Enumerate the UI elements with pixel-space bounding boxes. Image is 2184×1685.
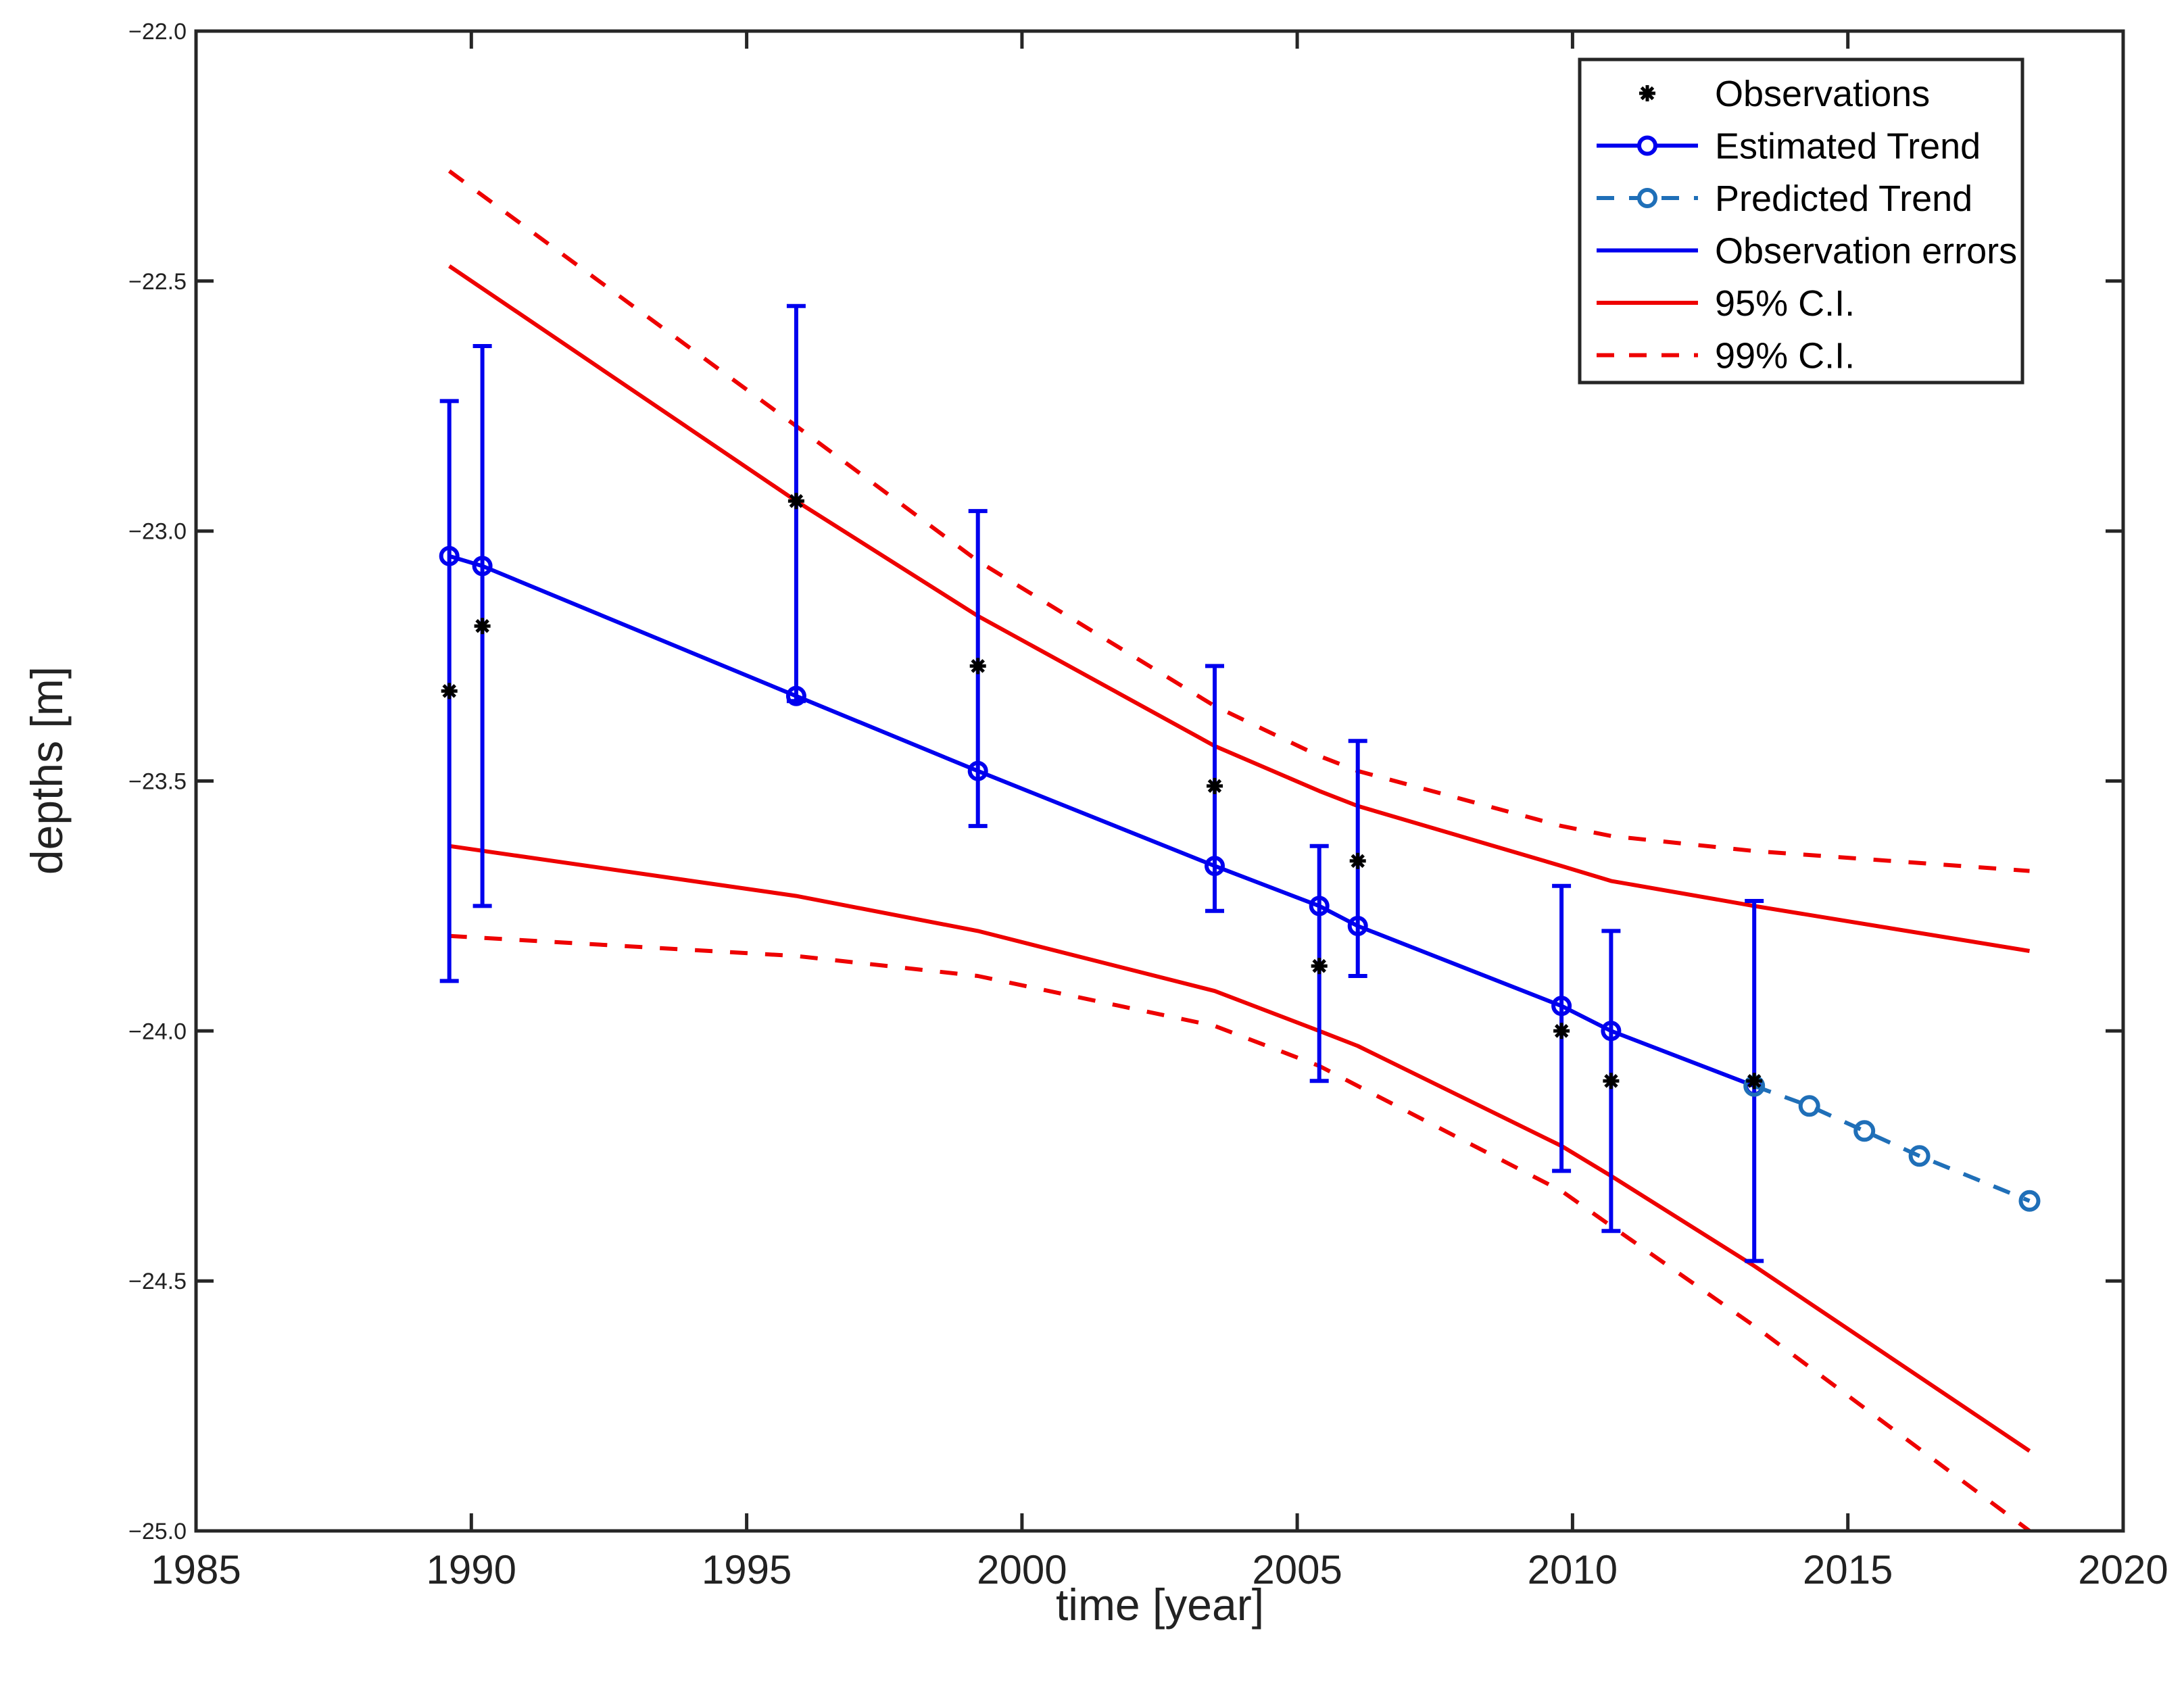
estimated-trend-marker [1309, 896, 1330, 917]
y-tick-label: −22.0 [128, 19, 187, 45]
estimated-trend-marker [1205, 856, 1225, 877]
observation-point [1553, 1023, 1570, 1040]
estimated-trend-marker [1551, 996, 1572, 1017]
confidence-intervals [447, 169, 2031, 1533]
observations [441, 493, 1763, 1090]
observation-point [1603, 1073, 1620, 1090]
legend-box [1578, 57, 2024, 385]
legend: Observations Estimated Trend Predicted Tre… [1578, 57, 2024, 385]
observation-point [787, 493, 804, 510]
asterisk-stroke [1207, 779, 1222, 793]
ci99-upper-line [447, 169, 2030, 873]
x-tick-label: 2000 [977, 1547, 1067, 1592]
legend-entry: Estimated Trend [1597, 126, 1981, 167]
y-tick-label: −24.5 [128, 1269, 187, 1294]
legend-entry: Observation errors [1597, 231, 2017, 272]
asterisk-stroke [1351, 854, 1365, 869]
asterisk-stroke [475, 618, 489, 633]
y-tick-label: −23.5 [128, 769, 187, 795]
legend-label: 99% C.I. [1715, 336, 1855, 376]
predicted-trend [1743, 1075, 2041, 1212]
legend-label: Predicted Trend [1715, 178, 1972, 219]
asterisk-stroke [1640, 86, 1655, 101]
y-axis-label: depths [m] [22, 666, 72, 875]
observation-point [441, 683, 458, 700]
x-axis-label: time [year] [1056, 1580, 1264, 1630]
legend-label: 95% C.I. [1715, 283, 1855, 324]
axes: 1985 1990 1995 2000 2005 2010 2015 2020 −22.0 −22… [128, 19, 2168, 1592]
estimated-trend-marker [472, 556, 493, 577]
ci95-lower-line [449, 844, 2031, 1453]
estimated-trend-marker [1601, 1021, 1622, 1042]
x-tick-label: 1995 [702, 1547, 792, 1592]
legend-label: Estimated Trend [1715, 126, 1981, 167]
observation-point [1207, 777, 1223, 794]
legend-entry: 95% C.I. [1597, 283, 1855, 324]
legend-label: Observations [1715, 74, 1930, 114]
asterisk-stroke [971, 659, 985, 673]
observation-point [969, 658, 986, 675]
legend-entry: Observations [1639, 74, 1930, 114]
predicted-trend-line [1753, 1083, 2031, 1203]
x-tick-label: 1990 [427, 1547, 516, 1592]
legend-circle-icon [1637, 135, 1657, 156]
predicted-trend-marker [1798, 1095, 1820, 1117]
legend-circle-icon [1637, 188, 1657, 208]
observation-point [474, 618, 491, 635]
asterisk-stroke [1554, 1024, 1569, 1038]
y-tick-label: −25.0 [128, 1519, 187, 1544]
asterisk-stroke [1312, 958, 1326, 973]
x-tick-label: 2005 [1252, 1547, 1342, 1592]
x-tick-label: 2015 [1803, 1547, 1893, 1592]
asterisk-stroke [1747, 1074, 1762, 1088]
estimated-trend-marker [967, 760, 988, 781]
asterisk-stroke [442, 684, 456, 698]
predicted-trend-marker [1908, 1145, 1931, 1167]
observation-point [1746, 1073, 1763, 1090]
observation-point [1311, 958, 1328, 975]
ci99-lower-line [449, 933, 2031, 1533]
x-tick-label: 1985 [151, 1547, 241, 1592]
y-tick-label: −22.5 [128, 269, 187, 295]
y-tick-label: −24.0 [128, 1019, 187, 1044]
asterisk-stroke [789, 494, 804, 508]
observation-point [1349, 852, 1366, 869]
legend-entry: Predicted Trend [1597, 178, 1972, 219]
y-tick-label: −23.0 [128, 519, 187, 545]
legend-label: Observation errors [1715, 231, 2017, 272]
x-tick-label: 2020 [2078, 1547, 2168, 1592]
ci95-upper-line [448, 264, 2030, 953]
estimated-trend-line [448, 554, 1755, 1088]
asterisk-stroke [1604, 1074, 1618, 1088]
x-tick-label: 2010 [1528, 1547, 1618, 1592]
estimated-trend-marker [785, 685, 806, 706]
legend-entry: 99% C.I. [1597, 336, 1855, 376]
estimated-trend-marker [1347, 916, 1368, 936]
estimated-trend-marker [439, 545, 460, 566]
predicted-trend-marker [1853, 1120, 1876, 1142]
predicted-trend-marker [2018, 1190, 2041, 1212]
legend-asterisk-icon [1639, 85, 1655, 101]
